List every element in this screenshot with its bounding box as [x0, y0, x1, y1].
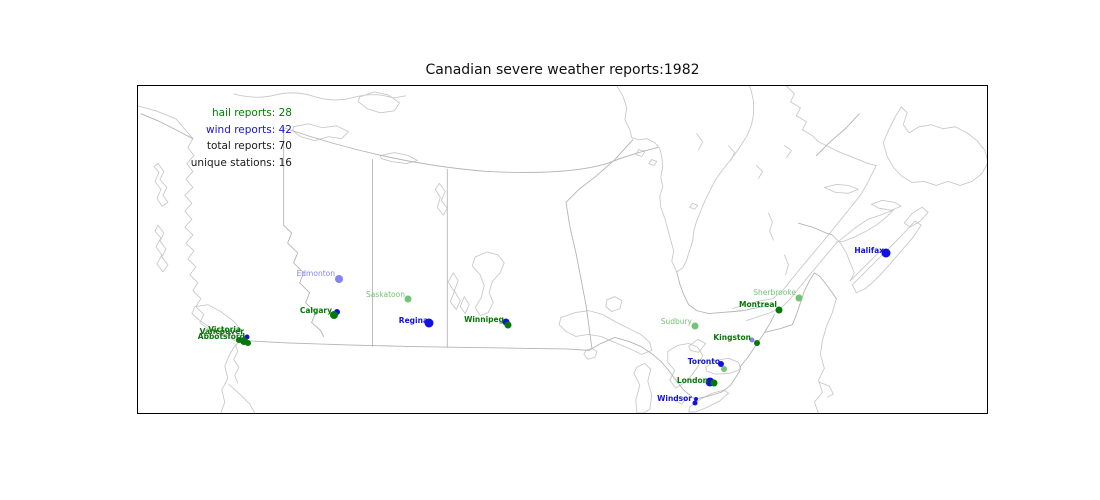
city-label-london: London [676, 376, 708, 385]
station-dot-sudbury [691, 322, 699, 330]
map-plot: hail reports: 28 wind reports: 42 total … [137, 85, 988, 414]
city-label-abbotsford: Abbotsford [197, 332, 245, 341]
station-dot-london [705, 377, 715, 387]
city-label-sudbury: Sudbury [660, 317, 692, 326]
city-label-windsor: Windsor [657, 394, 692, 403]
station-dot-windsor [694, 397, 698, 401]
city-label-winnipeg: Winnipeg [464, 315, 504, 324]
station-dot-halifax [881, 248, 891, 258]
chart-title: Canadian severe weather reports:1982 [425, 62, 700, 78]
station-dot-windsor [692, 400, 698, 406]
legend-wind-reports: wind reports: 42 [138, 122, 292, 139]
station-dot-saskatoon [404, 295, 412, 303]
city-label-sherbrooke: Sherbrooke [753, 288, 796, 297]
station-dot-victoria [236, 337, 242, 343]
hail-value: 28 [278, 107, 292, 119]
city-label-vancouver: Vancouver [199, 327, 244, 336]
station-dot-regina [424, 318, 434, 328]
stats-legend: hail reports: 28 wind reports: 42 total … [138, 105, 292, 171]
legend-unique-stations: unique stations: 16 [138, 155, 292, 172]
legend-hail-reports: hail reports: 28 [138, 105, 292, 122]
total-label: total reports: [206, 140, 276, 152]
city-label-victoria: Victoria [208, 325, 241, 334]
city-label-regina: Regina [398, 316, 428, 325]
station-dot-edmonton [335, 275, 343, 283]
hail-label: hail reports: [211, 107, 276, 119]
station-dot-toronto [718, 361, 724, 367]
station-dot-montreal [775, 306, 783, 314]
station-dot-kingston [749, 337, 755, 343]
canada-map [138, 86, 987, 413]
station-dot-calgary [330, 311, 338, 319]
legend-total-reports: total reports: 70 [138, 138, 292, 155]
station-dot-vancouver [240, 337, 248, 345]
city-label-saskatoon: Saskatoon [366, 290, 405, 299]
total-value: 70 [278, 140, 292, 152]
station-dot-kingston [754, 340, 760, 346]
city-label-kingston: Kingston [713, 333, 751, 342]
station-dot-sherbrooke [795, 294, 803, 302]
station-dot-vancouver [244, 334, 250, 340]
wind-label: wind reports: [206, 123, 276, 136]
city-label-halifax: Halifax [854, 246, 884, 255]
station-dot-toronto [721, 366, 727, 372]
city-label-montreal: Montreal [739, 300, 777, 309]
city-label-edmonton: Edmonton [296, 269, 335, 278]
city-label-calgary: Calgary [299, 306, 332, 315]
coastline-group [138, 86, 987, 413]
cities-layer: Victoria Vancouver Abbotsford Calgary Edmont… [138, 86, 987, 413]
station-dot-abbotsford [245, 340, 251, 346]
station-dot-winnipeg [504, 321, 512, 329]
station-dot-london [710, 379, 718, 387]
city-label-toronto: Toronto [687, 357, 720, 366]
stations-label: unique stations: [190, 156, 276, 169]
wind-value: 42 [278, 123, 292, 136]
stations-value: 16 [278, 156, 292, 169]
border-group [140, 113, 860, 400]
